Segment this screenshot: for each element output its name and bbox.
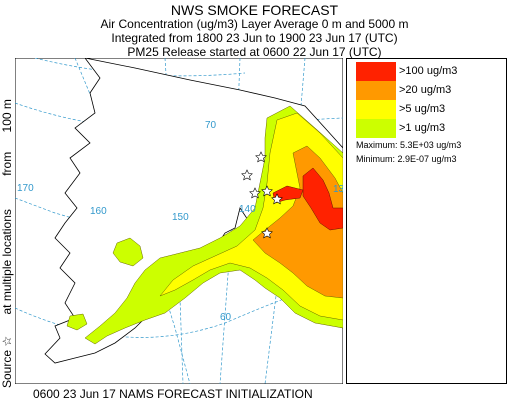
subtitle-concentration: Air Concentration (ug/m3) Layer Average … xyxy=(100,17,409,31)
legend-label-gt5: >5 ug/m3 xyxy=(399,103,446,115)
lat-label-70: 70 xyxy=(205,120,217,131)
graticule-labels: 170 160 150 140 130 70 60 xyxy=(17,120,343,323)
legend-swatch-gt100 xyxy=(356,62,396,81)
lon-label-140: 140 xyxy=(239,204,256,215)
title: NWS SMOKE FORECAST xyxy=(170,2,339,18)
side-label: Source ☆ at multiple locations from 100 … xyxy=(0,99,14,388)
star-icon: ☆ xyxy=(0,335,14,347)
source-markers xyxy=(241,151,283,239)
side-multi-text: at multiple locations xyxy=(0,209,14,315)
contour-gt100 xyxy=(302,167,343,231)
parallel-80 xyxy=(34,58,246,77)
side-height-text: 100 m xyxy=(0,99,14,133)
star-icon xyxy=(261,185,273,197)
side-source-text: Source xyxy=(0,349,14,388)
legend-swatch-gt5 xyxy=(356,100,396,119)
contour-gt1-patch-south xyxy=(66,313,88,331)
star-icon xyxy=(261,227,273,239)
star-icon xyxy=(271,193,283,205)
legend-label-gt1: >1 ug/m3 xyxy=(399,122,446,134)
star-icon xyxy=(255,151,267,163)
legend: >100 ug/m3 >20 ug/m3 >5 ug/m3 >1 ug/m3 M… xyxy=(346,58,507,384)
lon-label-130: 130 xyxy=(333,184,343,195)
map-panel: 170 160 150 140 130 70 60 xyxy=(15,58,343,384)
legend-minimum: Minimum: 2.9E-07 ug/m3 xyxy=(356,154,457,164)
parallel-70 xyxy=(15,102,343,131)
lon-label-150: 150 xyxy=(172,212,189,223)
subtitle-integration: Integrated from 1800 23 Jun to 1900 23 J… xyxy=(111,31,398,45)
legend-swatch-gt1 xyxy=(356,119,396,138)
footer-initialization: 0600 23 Jun 17 NAMS FORECAST INITIALIZAT… xyxy=(33,387,313,401)
legend-maximum: Maximum: 5.3E+03 ug/m3 xyxy=(356,140,462,150)
lon-label-170: 170 xyxy=(17,183,34,194)
lon-label-160: 160 xyxy=(90,206,107,217)
subtitle-release: PM25 Release started at 0600 22 Jun 17 (… xyxy=(127,45,382,59)
legend-swatch-gt20 xyxy=(356,81,396,100)
star-icon xyxy=(241,169,253,181)
side-from-text: from xyxy=(0,151,14,176)
legend-label-gt20: >20 ug/m3 xyxy=(399,84,452,96)
lat-label-60: 60 xyxy=(220,312,232,323)
contour-gt1-patch-west xyxy=(112,237,144,267)
legend-label-gt100: >100 ug/m3 xyxy=(399,65,458,77)
smoke-contours xyxy=(66,105,343,345)
star-icon xyxy=(249,187,261,199)
